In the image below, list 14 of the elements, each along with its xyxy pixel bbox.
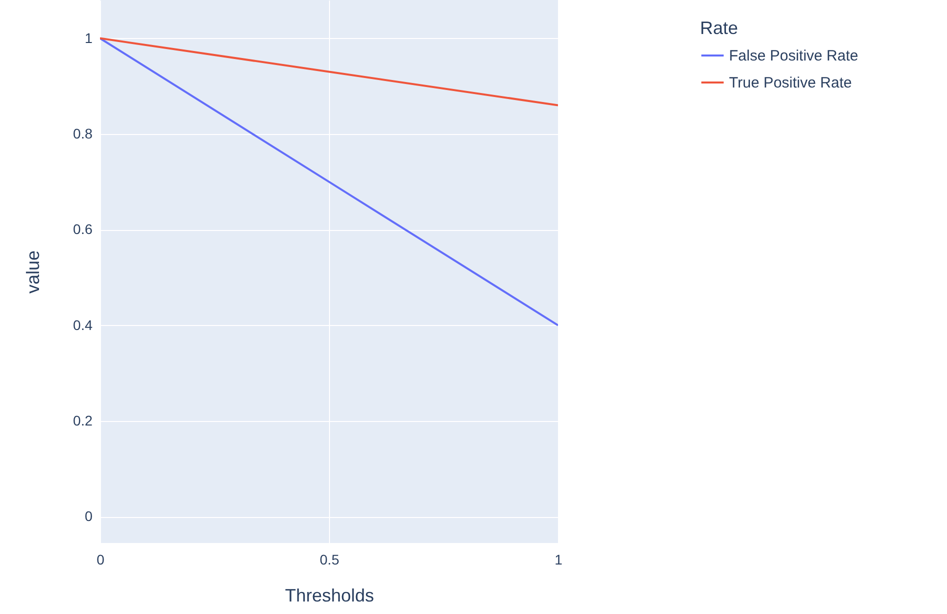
y-tick-label: 0.6 xyxy=(73,221,93,238)
x-tick-label: 0.5 xyxy=(320,552,340,568)
legend-label: True Positive Rate xyxy=(729,74,852,92)
legend-title: Rate xyxy=(700,18,738,38)
y-tick-label: 1 xyxy=(84,30,93,46)
y-tick-label: 0.4 xyxy=(73,316,93,333)
y-tick-label: 0.8 xyxy=(73,125,93,142)
x-axis-title: Thresholds xyxy=(284,586,374,606)
legend-label: False Positive Rate xyxy=(729,48,858,64)
y-axis-title: value xyxy=(23,250,44,294)
x-tick-label: 1 xyxy=(554,552,563,568)
x-tick-label: 0 xyxy=(96,552,105,568)
y-tick-label: 0 xyxy=(84,508,93,524)
y-tick-label: 0.2 xyxy=(73,412,93,429)
